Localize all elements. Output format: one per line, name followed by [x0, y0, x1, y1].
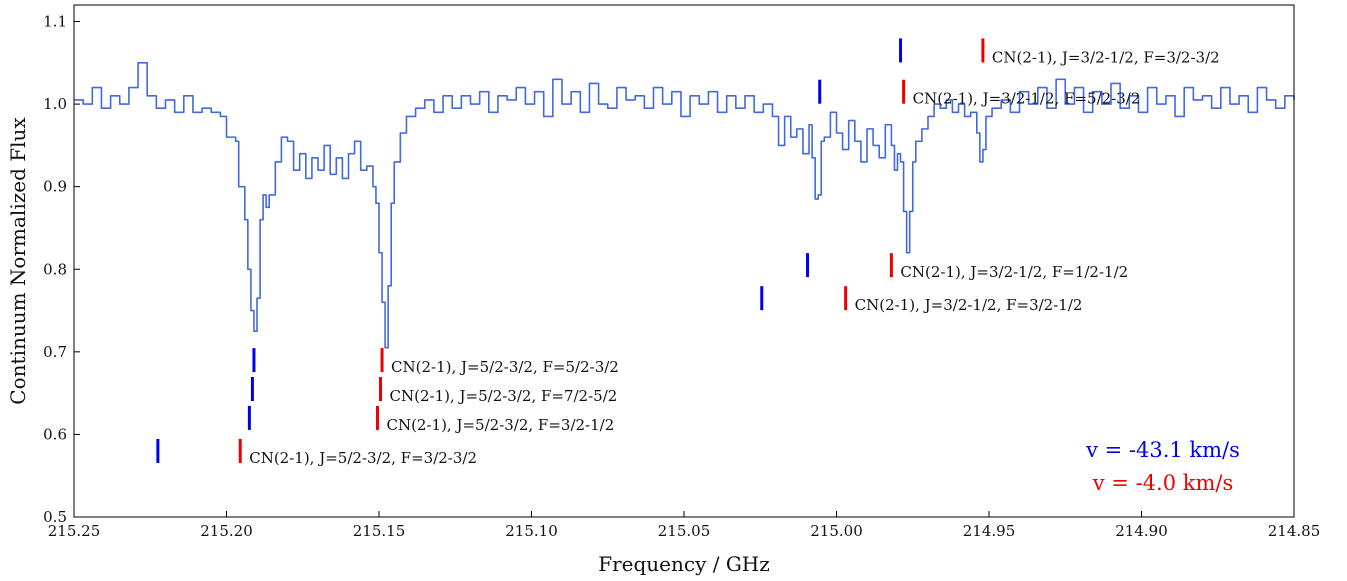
x-tick-label: 215.20 [200, 522, 253, 540]
x-tick-label: 214.85 [1268, 522, 1321, 540]
transition-label: CN(2-1), J=3/2-1/2, F=3/2-1/2 [855, 296, 1083, 314]
y-tick-label: 1.0 [43, 95, 67, 113]
legend-entry: v = -43.1 km/s [1085, 438, 1240, 462]
x-tick-label: 214.95 [963, 522, 1016, 540]
y-axis-label: Continuum Normalized Flux [6, 117, 30, 405]
x-tick-label: 215.05 [658, 522, 711, 540]
transition-label: CN(2-1), J=5/2-3/2, F=3/2-1/2 [386, 416, 614, 434]
y-tick-label: 0.9 [43, 178, 67, 196]
y-tick-label: 1.1 [43, 13, 67, 31]
x-tick-label: 215.00 [810, 522, 863, 540]
transition-label: CN(2-1), J=5/2-3/2, F=7/2-5/2 [390, 387, 618, 405]
y-tick-label: 0.5 [43, 508, 67, 526]
legend: v = -43.1 km/s v = -4.0 km/s [1085, 438, 1240, 495]
x-tick-label: 215.15 [353, 522, 406, 540]
x-tick-label: 215.10 [505, 522, 558, 540]
x-tick-label: 214.90 [1115, 522, 1168, 540]
transition-label: CN(2-1), J=5/2-3/2, F=3/2-3/2 [249, 449, 477, 467]
plot-frame [73, 4, 1295, 518]
transition-label: CN(2-1), J=3/2-1/2, F=1/2-1/2 [900, 263, 1128, 281]
transition-label: CN(2-1), J=3/2-1/2, F=5/2-3/2 [913, 90, 1141, 108]
transition-label: CN(2-1), J=5/2-3/2, F=5/2-3/2 [391, 358, 619, 376]
y-tick-label: 0.7 [43, 343, 67, 361]
y-tick-label: 0.8 [43, 260, 67, 278]
x-axis-label: Frequency / GHz [598, 552, 770, 576]
spectrum-line [74, 62, 1295, 349]
transition-label: CN(2-1), J=3/2-1/2, F=3/2-3/2 [992, 48, 1220, 66]
y-tick-label: 0.6 [43, 425, 67, 443]
legend-entry: v = -4.0 km/s [1092, 471, 1233, 495]
y-axis: 0.5 0.6 0.7 0.8 0.9 1.0 1.1 [43, 13, 80, 526]
transition-markers: CN(2-1), J=5/2-3/2, F=3/2-3/2 CN(2-1), J=… [156, 38, 1220, 467]
x-axis: 215.25 215.20 215.15 215.10 215.05 215.00 214.… [48, 511, 1321, 540]
x-tick-label: 215.25 [48, 522, 101, 540]
